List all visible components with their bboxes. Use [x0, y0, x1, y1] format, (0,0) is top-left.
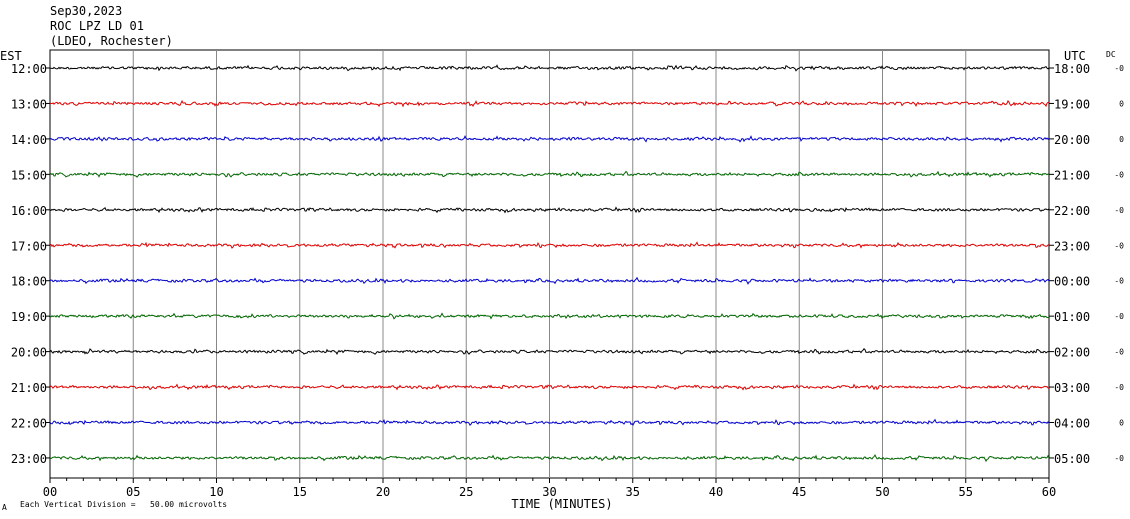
dc-offset-value: -0	[1114, 348, 1124, 357]
trace-label-left: 12:00	[11, 62, 47, 76]
trace-label-right: 02:00	[1054, 346, 1090, 360]
trace-label-left: 13:00	[11, 97, 47, 111]
trace-label-left: 22:00	[11, 417, 47, 431]
station-name: ROC LPZ LD 01	[50, 19, 144, 33]
trace-line	[49, 383, 1050, 391]
dc-offset-value: -0	[1114, 454, 1124, 463]
dc-offset-value: 0	[1119, 135, 1124, 144]
trace-line	[49, 348, 1050, 355]
trace-label-right: 05:00	[1054, 452, 1090, 466]
x-tick-label: 55	[959, 485, 973, 499]
x-tick-label: 25	[459, 485, 473, 499]
x-axis-label: TIME (MINUTES)	[511, 497, 612, 511]
trace-label-right: 21:00	[1054, 168, 1090, 182]
trace-line	[49, 135, 1050, 143]
trace-line	[49, 312, 1049, 320]
x-tick-label: 50	[875, 485, 889, 499]
trace-label-left: 18:00	[11, 275, 47, 289]
trace-line	[49, 64, 1050, 72]
trace-label-left: 21:00	[11, 381, 47, 395]
trace-label-right: 01:00	[1054, 310, 1090, 324]
dc-offset-value: -0	[1114, 383, 1124, 392]
trace-line	[49, 454, 1050, 463]
trace-label-left: 23:00	[11, 452, 47, 466]
trace-label-right: 23:00	[1054, 239, 1090, 253]
scale-footnote: Each Vertical Division = 50.00 microvolt…	[20, 500, 228, 509]
dc-offset-value: 0	[1119, 419, 1124, 428]
dc-offset-value: -0	[1114, 241, 1124, 250]
dc-offset-value: -0	[1114, 277, 1124, 286]
trace-label-left: 19:00	[11, 310, 47, 324]
chart-date: Sep30,2023	[50, 4, 123, 18]
trace-line	[49, 170, 1050, 178]
right-timezone-label: UTC	[1064, 49, 1086, 63]
x-tick-label: 00	[43, 485, 57, 499]
trace-line	[49, 206, 1050, 214]
trace-label-left: 17:00	[11, 239, 47, 253]
trace-line	[50, 99, 1050, 108]
trace-label-right: 18:00	[1054, 62, 1090, 76]
trace-label-left: 14:00	[11, 133, 47, 147]
footer-mark: A	[2, 503, 7, 512]
trace-line	[49, 241, 1050, 249]
trace-label-right: 03:00	[1054, 381, 1090, 395]
trace-label-right: 04:00	[1054, 417, 1090, 431]
x-tick-label: 10	[209, 485, 223, 499]
trace-label-right: 22:00	[1054, 204, 1090, 218]
x-tick-label: 40	[709, 485, 723, 499]
trace-label-left: 20:00	[11, 346, 47, 360]
x-tick-label: 45	[792, 485, 806, 499]
dc-offset-value: -0	[1114, 170, 1124, 179]
dc-offset-value: -0	[1114, 64, 1124, 73]
x-tick-label: 35	[626, 485, 640, 499]
trace-line	[49, 276, 1050, 285]
trace-label-left: 15:00	[11, 168, 47, 182]
dc-offset-value: 0	[1119, 99, 1124, 108]
trace-label-left: 16:00	[11, 204, 47, 218]
trace-label-right: 20:00	[1054, 133, 1090, 147]
x-tick-label: 60	[1042, 485, 1056, 499]
trace-label-right: 19:00	[1054, 97, 1090, 111]
x-tick-label: 30	[542, 485, 556, 499]
x-tick-label: 05	[126, 485, 140, 499]
x-tick-label: 15	[293, 485, 307, 499]
trace-label-right: 00:00	[1054, 275, 1090, 289]
x-tick-label: 20	[376, 485, 390, 499]
dc-header-label: DC	[1106, 50, 1116, 59]
network-name: (LDEO, Rochester)	[50, 34, 173, 48]
dc-offset-value: -0	[1114, 206, 1124, 215]
trace-line	[49, 418, 1050, 427]
dc-offset-value: -0	[1114, 312, 1124, 321]
left-timezone-label: EST	[0, 49, 22, 63]
